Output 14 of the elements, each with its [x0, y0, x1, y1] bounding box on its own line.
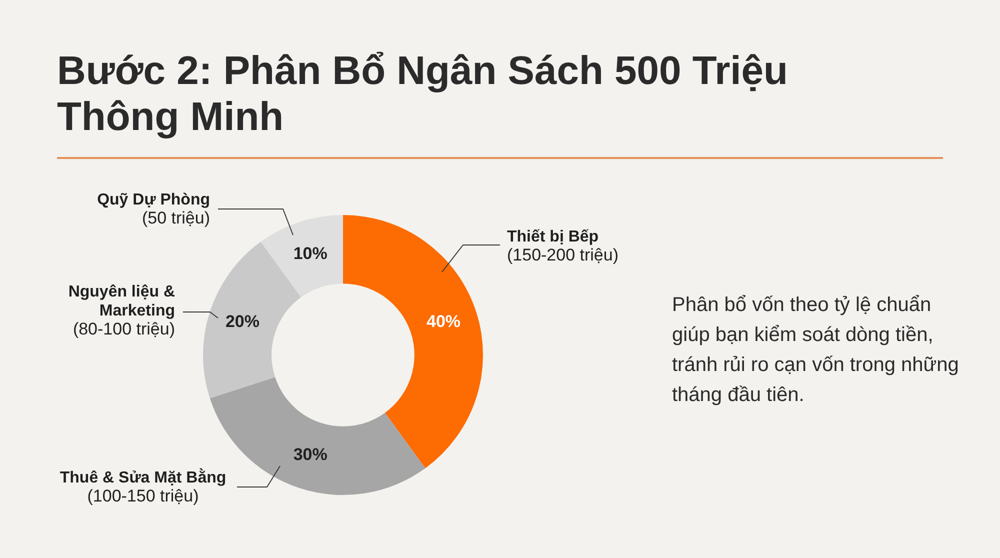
text: (100-150 triệu) [87, 486, 199, 506]
chart-title: Bước 2: Phân Bổ Ngân Sách 500 Triệu Thông Minh [57, 48, 789, 140]
text: Phân bổ vốn theo tỷ lệ chuẩn giúp bạn kiểm soát dòng tiền, tránh rủi ro cạn vốn trong những tháng đầu tiên. [672, 293, 960, 408]
slice-label: Nguyên liệu & Marketing [68, 283, 176, 320]
slice-label: Thuê & Sửa Mặt Bằng [60, 467, 226, 486]
text: (80-100 triệu) [72, 320, 175, 339]
data-label: 10% [293, 244, 328, 264]
slice-label: Quỹ Dự Phòng [97, 191, 210, 208]
data-label: 30% [293, 445, 328, 464]
data-label: 20% [225, 312, 260, 332]
slice-label: Thiết bị Bếp [507, 228, 599, 246]
text: (150-200 triệu) [507, 246, 619, 265]
text: (50 triệu) [142, 208, 210, 228]
data-label: 40% [426, 312, 461, 332]
